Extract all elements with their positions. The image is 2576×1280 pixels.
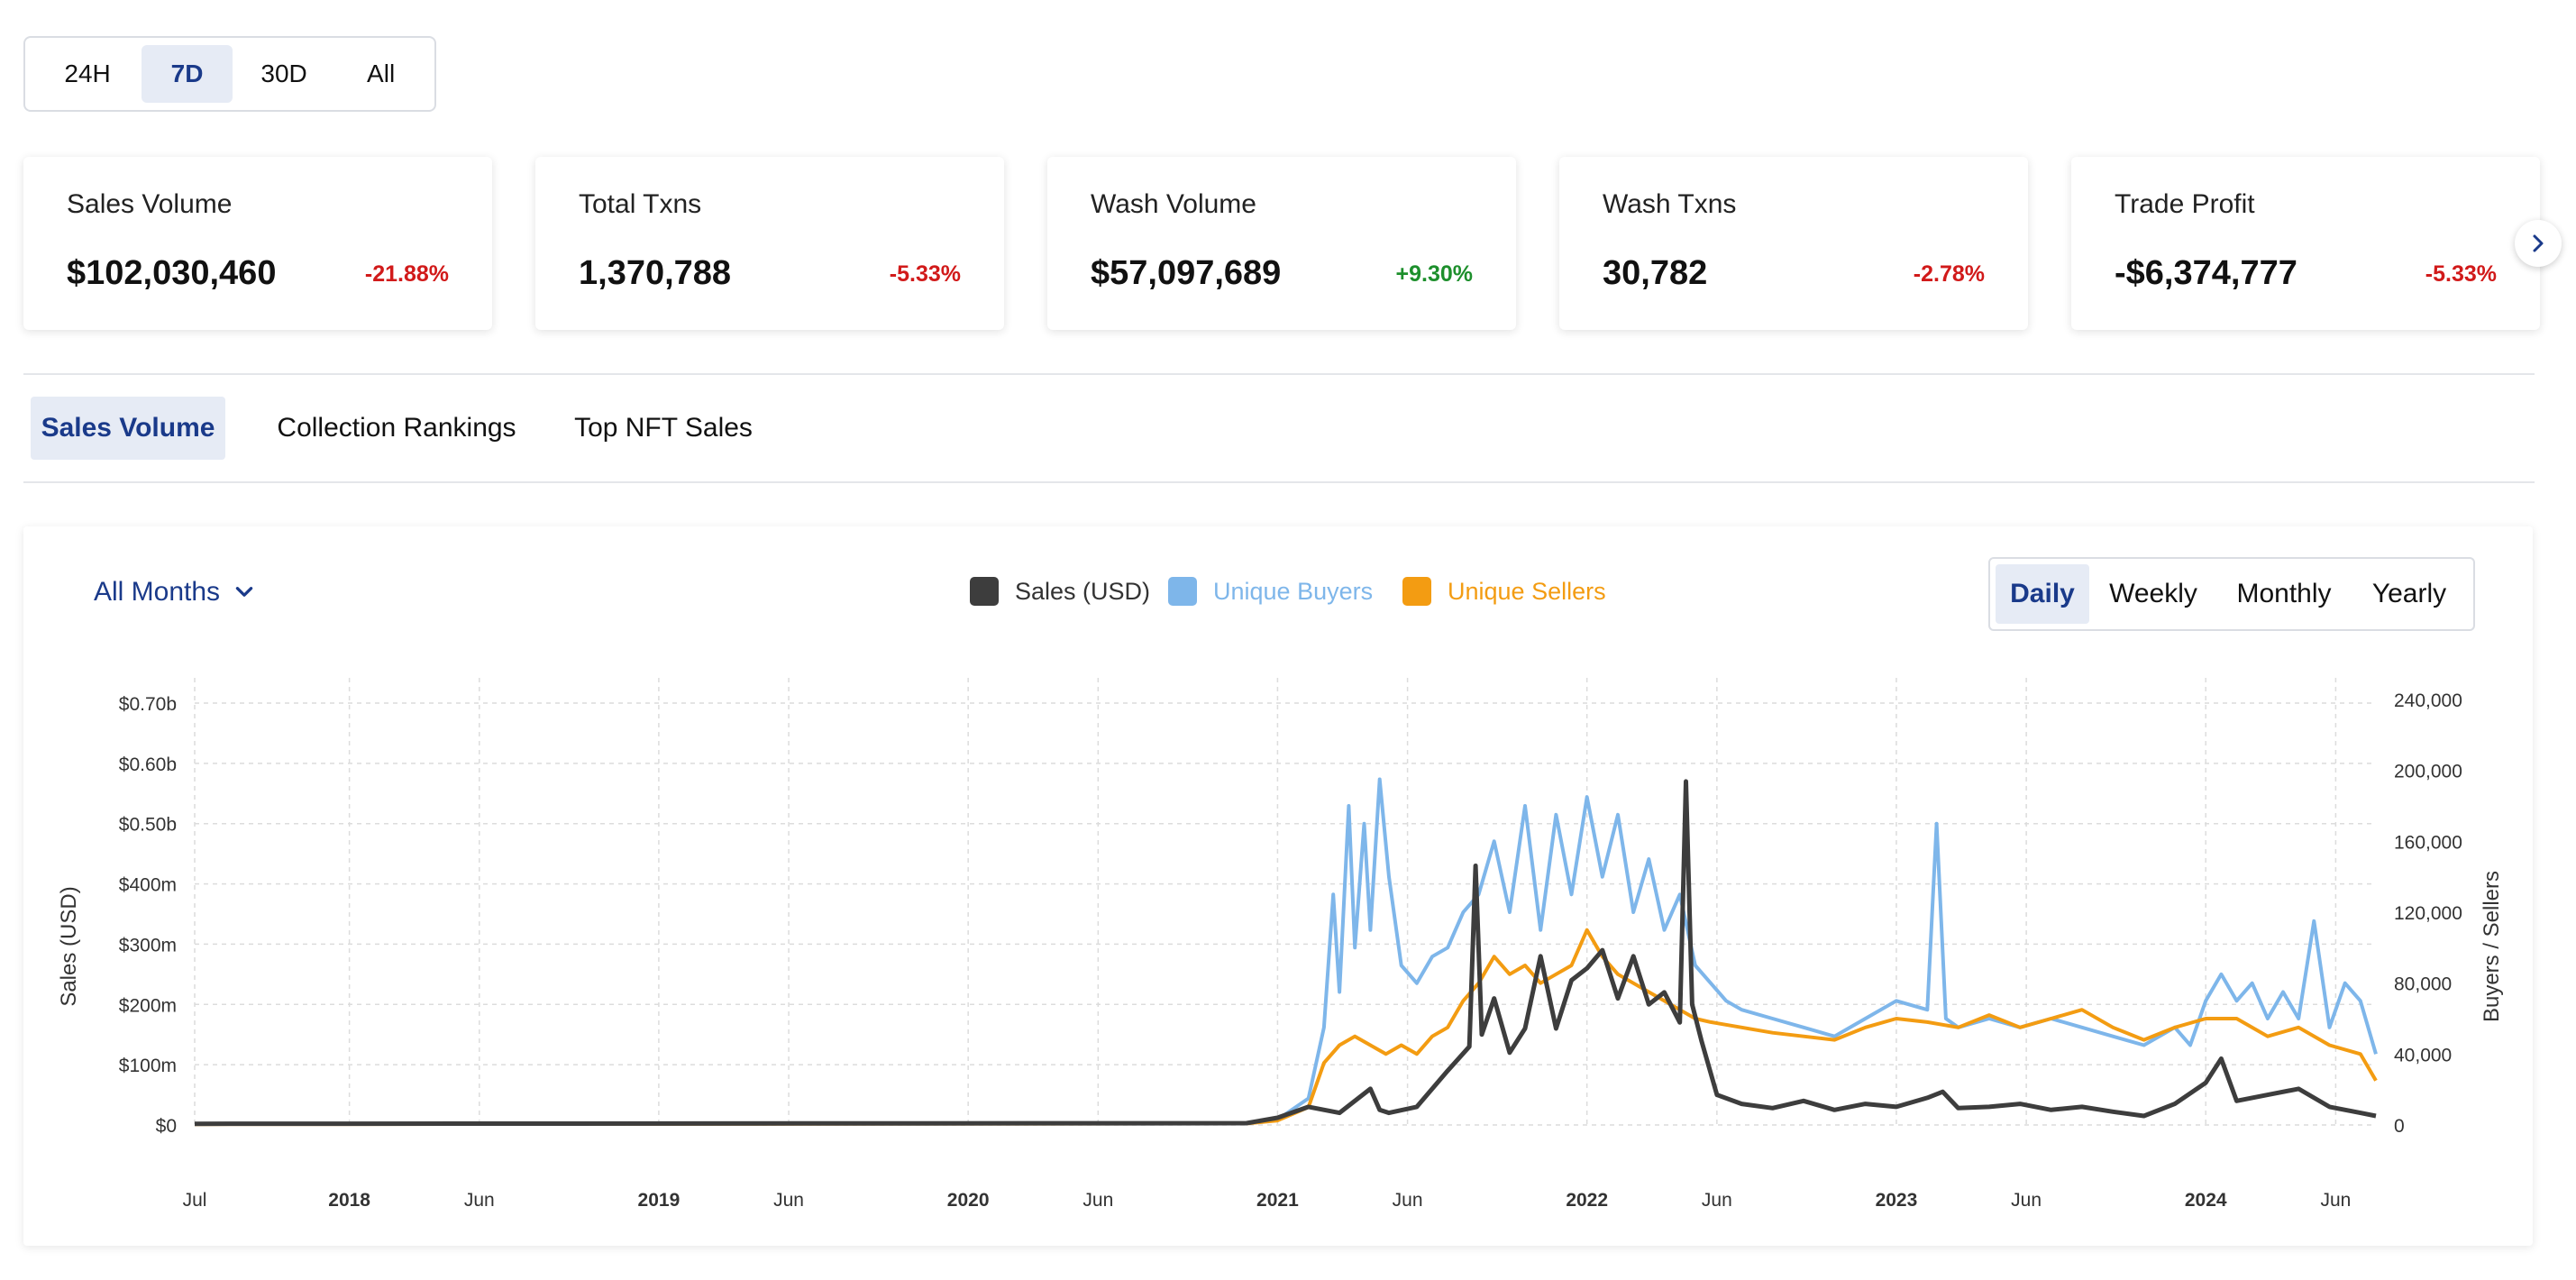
tab-sales-volume[interactable]: Sales Volume [31, 397, 225, 460]
legend-swatch [970, 577, 999, 606]
months-filter-dropdown[interactable]: All Months [94, 577, 256, 608]
x-tick-label: 2023 [1876, 1190, 1918, 1211]
y-right-tick-label: 0 [2394, 1116, 2405, 1137]
y-right-tick-label: 40,000 [2394, 1045, 2452, 1065]
series-sales-line [194, 779, 2377, 1127]
x-tick-label: Jun [1702, 1190, 1732, 1211]
legend-label: Unique Buyers [1213, 577, 1374, 605]
y-right-tick-label: 160,000 [2394, 832, 2462, 853]
x-tick-label: 2022 [1566, 1190, 1608, 1211]
y-left-tick-label: $200m [119, 995, 177, 1016]
timeframe-selector: 24H 7D 30D All [23, 36, 436, 112]
y-left-tick-label: $0.60b [119, 754, 177, 775]
y-left-tick-label: $0.70b [119, 694, 177, 715]
series-sellers-line [194, 928, 2378, 1127]
card-title: Trade Profit [2115, 189, 2255, 219]
granularity-weekly-button[interactable]: Weekly [2109, 579, 2197, 608]
x-tick-label: Jun [2011, 1190, 2042, 1211]
card-change: -2.78% [1913, 261, 1985, 287]
months-filter-label: All Months [94, 577, 221, 607]
y-left-tick-label: $0 [156, 1116, 177, 1137]
legend-buyers[interactable]: Unique Buyers [1168, 577, 1373, 606]
card-change: -5.33% [2425, 261, 2497, 287]
timeframe-7d-button[interactable]: 7D [142, 45, 233, 103]
x-tick-label: Jun [2320, 1190, 2351, 1211]
legend-swatch [1402, 577, 1431, 606]
x-tick-label: Jun [1393, 1190, 1423, 1211]
card-title: Total Txns [579, 189, 702, 219]
x-tick-label: Jun [1082, 1190, 1113, 1211]
granularity-monthly-button[interactable]: Monthly [2236, 579, 2332, 608]
stat-card-trade-profit: Trade Profit -$6,374,777 -5.33% [2071, 157, 2540, 330]
chevron-right-icon [2533, 234, 2544, 252]
series-buyers-line [194, 777, 2378, 1126]
y-left-tick-label: $300m [119, 935, 177, 955]
x-tick-label: 2018 [328, 1190, 370, 1211]
tab-top-nft-sales[interactable]: Top NFT Sales [574, 413, 753, 443]
card-title: Wash Txns [1603, 189, 1737, 219]
x-tick-label: Jul [183, 1190, 207, 1211]
chevron-down-icon [235, 587, 253, 597]
x-tick-label: 2024 [2185, 1190, 2227, 1211]
cards-next-button[interactable] [2515, 220, 2562, 267]
stat-card-wash-txns: Wash Txns 30,782 -2.78% [1559, 157, 2028, 330]
y-right-tick-label: 200,000 [2394, 762, 2462, 782]
card-change: -5.33% [889, 261, 961, 287]
card-title: Wash Volume [1091, 189, 1256, 219]
x-tick-label: 2021 [1256, 1190, 1299, 1211]
card-value: 1,370,788 [579, 254, 732, 292]
card-value: 30,782 [1603, 254, 1708, 292]
x-tick-label: 2019 [638, 1190, 681, 1211]
granularity-yearly-button[interactable]: Yearly [2371, 579, 2447, 608]
divider [23, 481, 2535, 483]
card-change: +9.30% [1395, 261, 1474, 287]
legend-sales[interactable]: Sales (USD) [970, 577, 1150, 606]
y-right-axis-title: Buyers / Sellers [2480, 871, 2504, 1022]
y-right-tick-label: 80,000 [2394, 974, 2452, 995]
y-left-tick-label: $100m [119, 1056, 177, 1076]
granularity-selector: Daily Weekly Monthly Yearly [1988, 557, 2475, 631]
x-tick-label: 2020 [947, 1190, 990, 1211]
stat-card-wash-volume: Wash Volume $57,097,689 +9.30% [1047, 157, 1516, 330]
stat-card-total-txns: Total Txns 1,370,788 -5.33% [535, 157, 1004, 330]
y-left-tick-label: $0.50b [119, 815, 177, 836]
stat-card-sales-volume: Sales Volume $102,030,460 -21.88% [23, 157, 492, 330]
legend-label: Sales (USD) [1015, 577, 1151, 605]
timeframe-30d-button[interactable]: 30D [260, 59, 307, 87]
timeframe-24h-button[interactable]: 24H [64, 59, 111, 87]
x-tick-label: Jun [773, 1190, 804, 1211]
y-left-axis-title: Sales (USD) [57, 886, 81, 1006]
card-value: -$6,374,777 [2115, 254, 2297, 292]
card-change: -21.88% [364, 261, 449, 287]
granularity-daily-button[interactable]: Daily [1996, 564, 2089, 624]
divider [23, 373, 2535, 375]
timeframe-all-button[interactable]: All [367, 59, 396, 87]
tab-collection-rankings[interactable]: Collection Rankings [277, 413, 516, 443]
y-right-tick-label: 240,000 [2394, 690, 2462, 711]
card-value: $102,030,460 [67, 254, 277, 292]
x-tick-label: Jun [464, 1190, 495, 1211]
legend-sellers[interactable]: Unique Sellers [1402, 577, 1606, 606]
legend-label: Unique Sellers [1448, 577, 1606, 605]
card-value: $57,097,689 [1091, 254, 1282, 292]
card-title: Sales Volume [67, 189, 233, 219]
y-right-tick-label: 120,000 [2394, 903, 2462, 924]
legend-swatch [1168, 577, 1197, 606]
y-left-tick-label: $400m [119, 875, 177, 896]
